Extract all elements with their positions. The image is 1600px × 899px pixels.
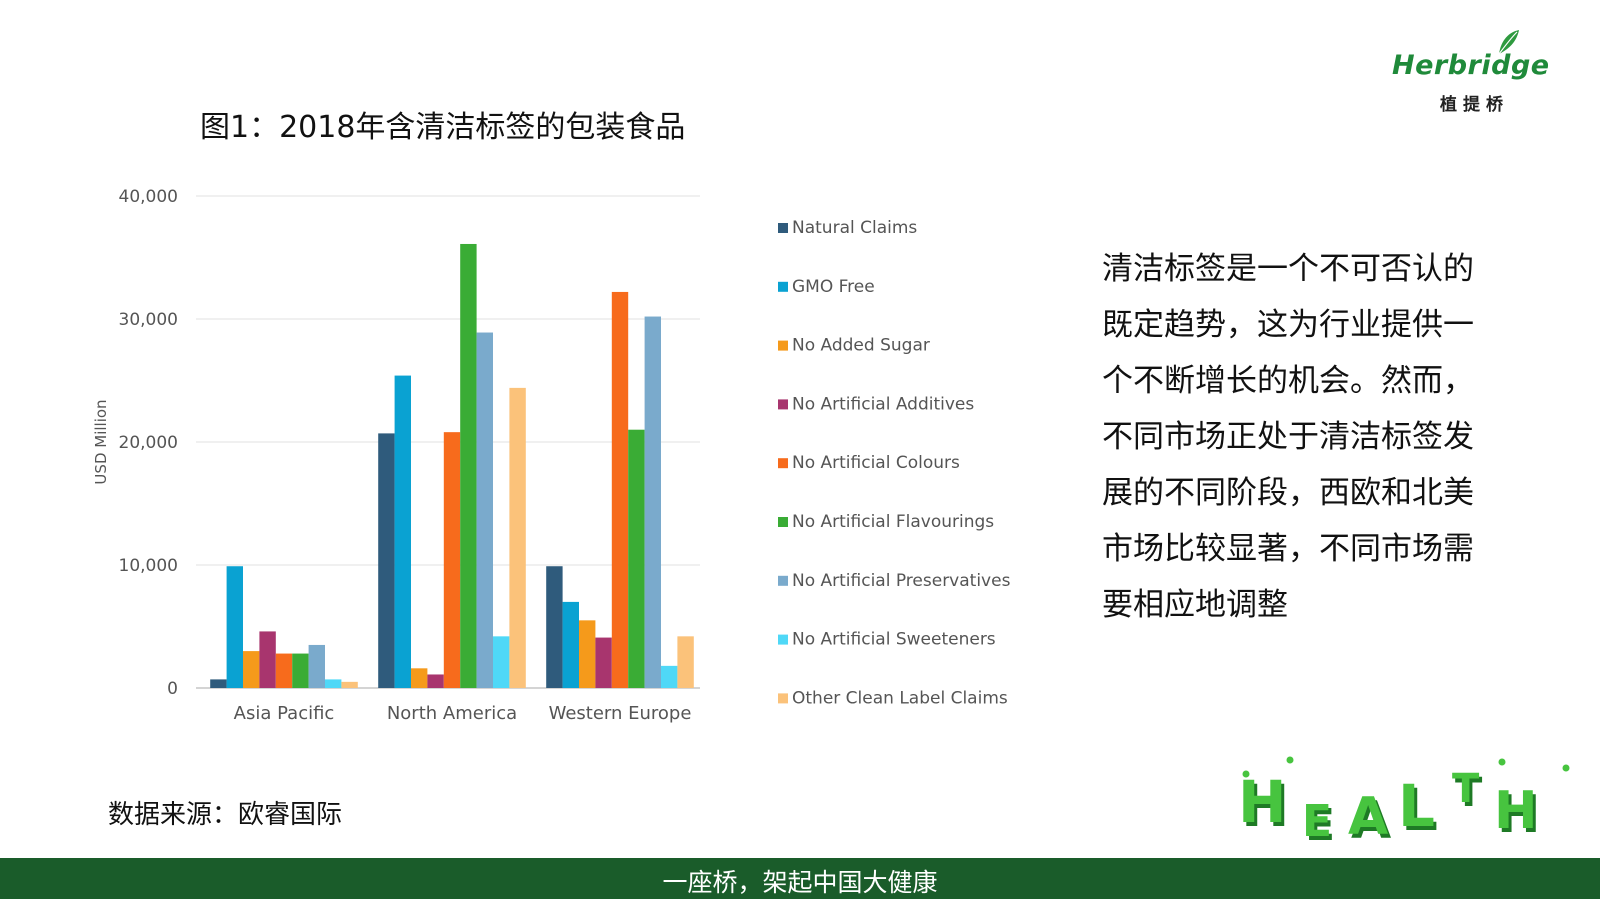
side-text-line: 展的不同阶段，西欧和北美	[1102, 475, 1474, 511]
sprout-dot	[1562, 764, 1570, 772]
bar-2-0	[546, 566, 563, 688]
y-axis-label: USD Million	[92, 399, 110, 484]
footer-bar: 一座桥，架起中国大健康	[0, 858, 1600, 899]
health-letter: H	[1238, 768, 1287, 836]
bar-1-6	[476, 332, 493, 688]
legend-swatch	[778, 399, 788, 410]
legend-label: No Artificial Sweeteners	[792, 630, 996, 650]
bar-0-8	[341, 681, 358, 688]
y-tick-label: 40,000	[119, 187, 178, 207]
clean-label-bar-chart: 0 10,000 20,000 30,000 40,000 USD Million Asia…	[92, 187, 1011, 724]
brand-logo: Herbridge 植提桥	[1392, 22, 1562, 118]
health-letter-shadow: H	[1241, 772, 1290, 840]
health-letter: T	[1452, 766, 1480, 812]
legend-swatch	[778, 340, 788, 351]
bar-0-6	[308, 644, 325, 688]
x-tick-label: Asia Pacific	[234, 703, 335, 724]
legend-label: No Artificial Additives	[792, 394, 974, 414]
legend-label: No Artificial Preservatives	[792, 571, 1011, 591]
legend-label: No Artificial Colours	[792, 453, 960, 473]
leaf-icon	[1498, 30, 1519, 55]
legend-swatch	[778, 517, 788, 527]
bar-1-2	[411, 668, 428, 688]
health-letter-shadow: H	[1497, 785, 1541, 845]
legend-label: Other Clean Label Claims	[792, 688, 1008, 708]
legend-label: Natural Claims	[792, 218, 917, 238]
logo-chinese-name: 植提桥	[1440, 95, 1509, 115]
y-tick-label: 30,000	[119, 310, 178, 330]
bar-1-0	[378, 433, 395, 688]
bar-2-1	[562, 601, 579, 688]
side-text-line: 个不断增长的机会。然而，	[1102, 363, 1474, 399]
bar-2-6	[644, 316, 661, 688]
legend-swatch	[778, 634, 788, 645]
side-text-line: 要相应地调整	[1102, 587, 1288, 623]
y-tick-label: 10,000	[119, 556, 178, 576]
health-letter: H	[1494, 781, 1538, 841]
bar-0-1	[226, 566, 243, 688]
bar-2-2	[579, 620, 596, 688]
bar-0-0	[210, 679, 227, 688]
health-letter-shadow: A	[1351, 791, 1391, 851]
bar-0-2	[243, 651, 260, 688]
bar-1-3	[427, 674, 444, 688]
side-commentary: 清洁标签是一个不可否认的 既定趋势，这为行业提供一 个不断增长的机会。然而， 不同市场…	[1102, 241, 1482, 633]
y-tick-label: 0	[167, 679, 178, 699]
bar-2-7	[661, 665, 678, 688]
bar-2-3	[595, 637, 612, 688]
bar-1-8	[509, 387, 526, 688]
legend-label: GMO Free	[792, 277, 875, 297]
bar-2-4	[611, 291, 629, 688]
legend-swatch	[778, 223, 788, 233]
legend-swatch	[778, 693, 788, 704]
sprout-dot	[1286, 756, 1294, 764]
health-letter-shadow: E	[1305, 800, 1335, 851]
bar-2-8	[677, 636, 694, 688]
sprout-dot	[1242, 770, 1250, 778]
bar-1-4	[443, 432, 461, 688]
bar-0-4	[275, 653, 293, 688]
health-letter: A	[1348, 787, 1388, 847]
bar-1-5	[460, 243, 477, 688]
side-text-line: 既定趋势，这为行业提供一	[1102, 307, 1474, 343]
legend-swatch	[778, 458, 788, 469]
side-text-line: 市场比较显著，不同市场需	[1102, 531, 1474, 567]
side-text-line: 不同市场正处于清洁标签发	[1102, 419, 1474, 455]
figure-title: 图1：2018年含清洁标签的包装食品	[200, 110, 686, 145]
sprout-dot	[1498, 758, 1506, 766]
health-letter: E	[1302, 796, 1332, 847]
y-tick-label: 20,000	[119, 433, 178, 453]
x-tick-label: Western Europe	[549, 703, 692, 724]
bar-1-1	[394, 375, 411, 688]
health-letter: L	[1398, 772, 1435, 840]
legend-label: No Artificial Flavourings	[792, 512, 994, 532]
bar-0-5	[292, 653, 309, 688]
health-letter-shadow: T	[1455, 770, 1483, 816]
health-letter-shadow: L	[1401, 776, 1438, 844]
footer-slogan: 一座桥，架起中国大健康	[662, 868, 938, 897]
bar-2-5	[628, 429, 645, 688]
legend-label: No Added Sugar	[792, 336, 930, 356]
side-text-line: 清洁标签是一个不可否认的	[1102, 251, 1474, 287]
bar-0-3	[259, 631, 276, 688]
data-source-note: 数据来源：欧睿国际	[108, 800, 343, 830]
logo-wordmark: Herbridge	[1392, 50, 1550, 81]
bar-0-7	[325, 679, 342, 688]
x-tick-label: North America	[387, 703, 517, 724]
health-decoration: HH EE AA LL TT HH	[1238, 756, 1570, 851]
legend-swatch	[778, 575, 788, 586]
legend-swatch	[778, 281, 788, 292]
bar-1-7	[493, 636, 510, 688]
